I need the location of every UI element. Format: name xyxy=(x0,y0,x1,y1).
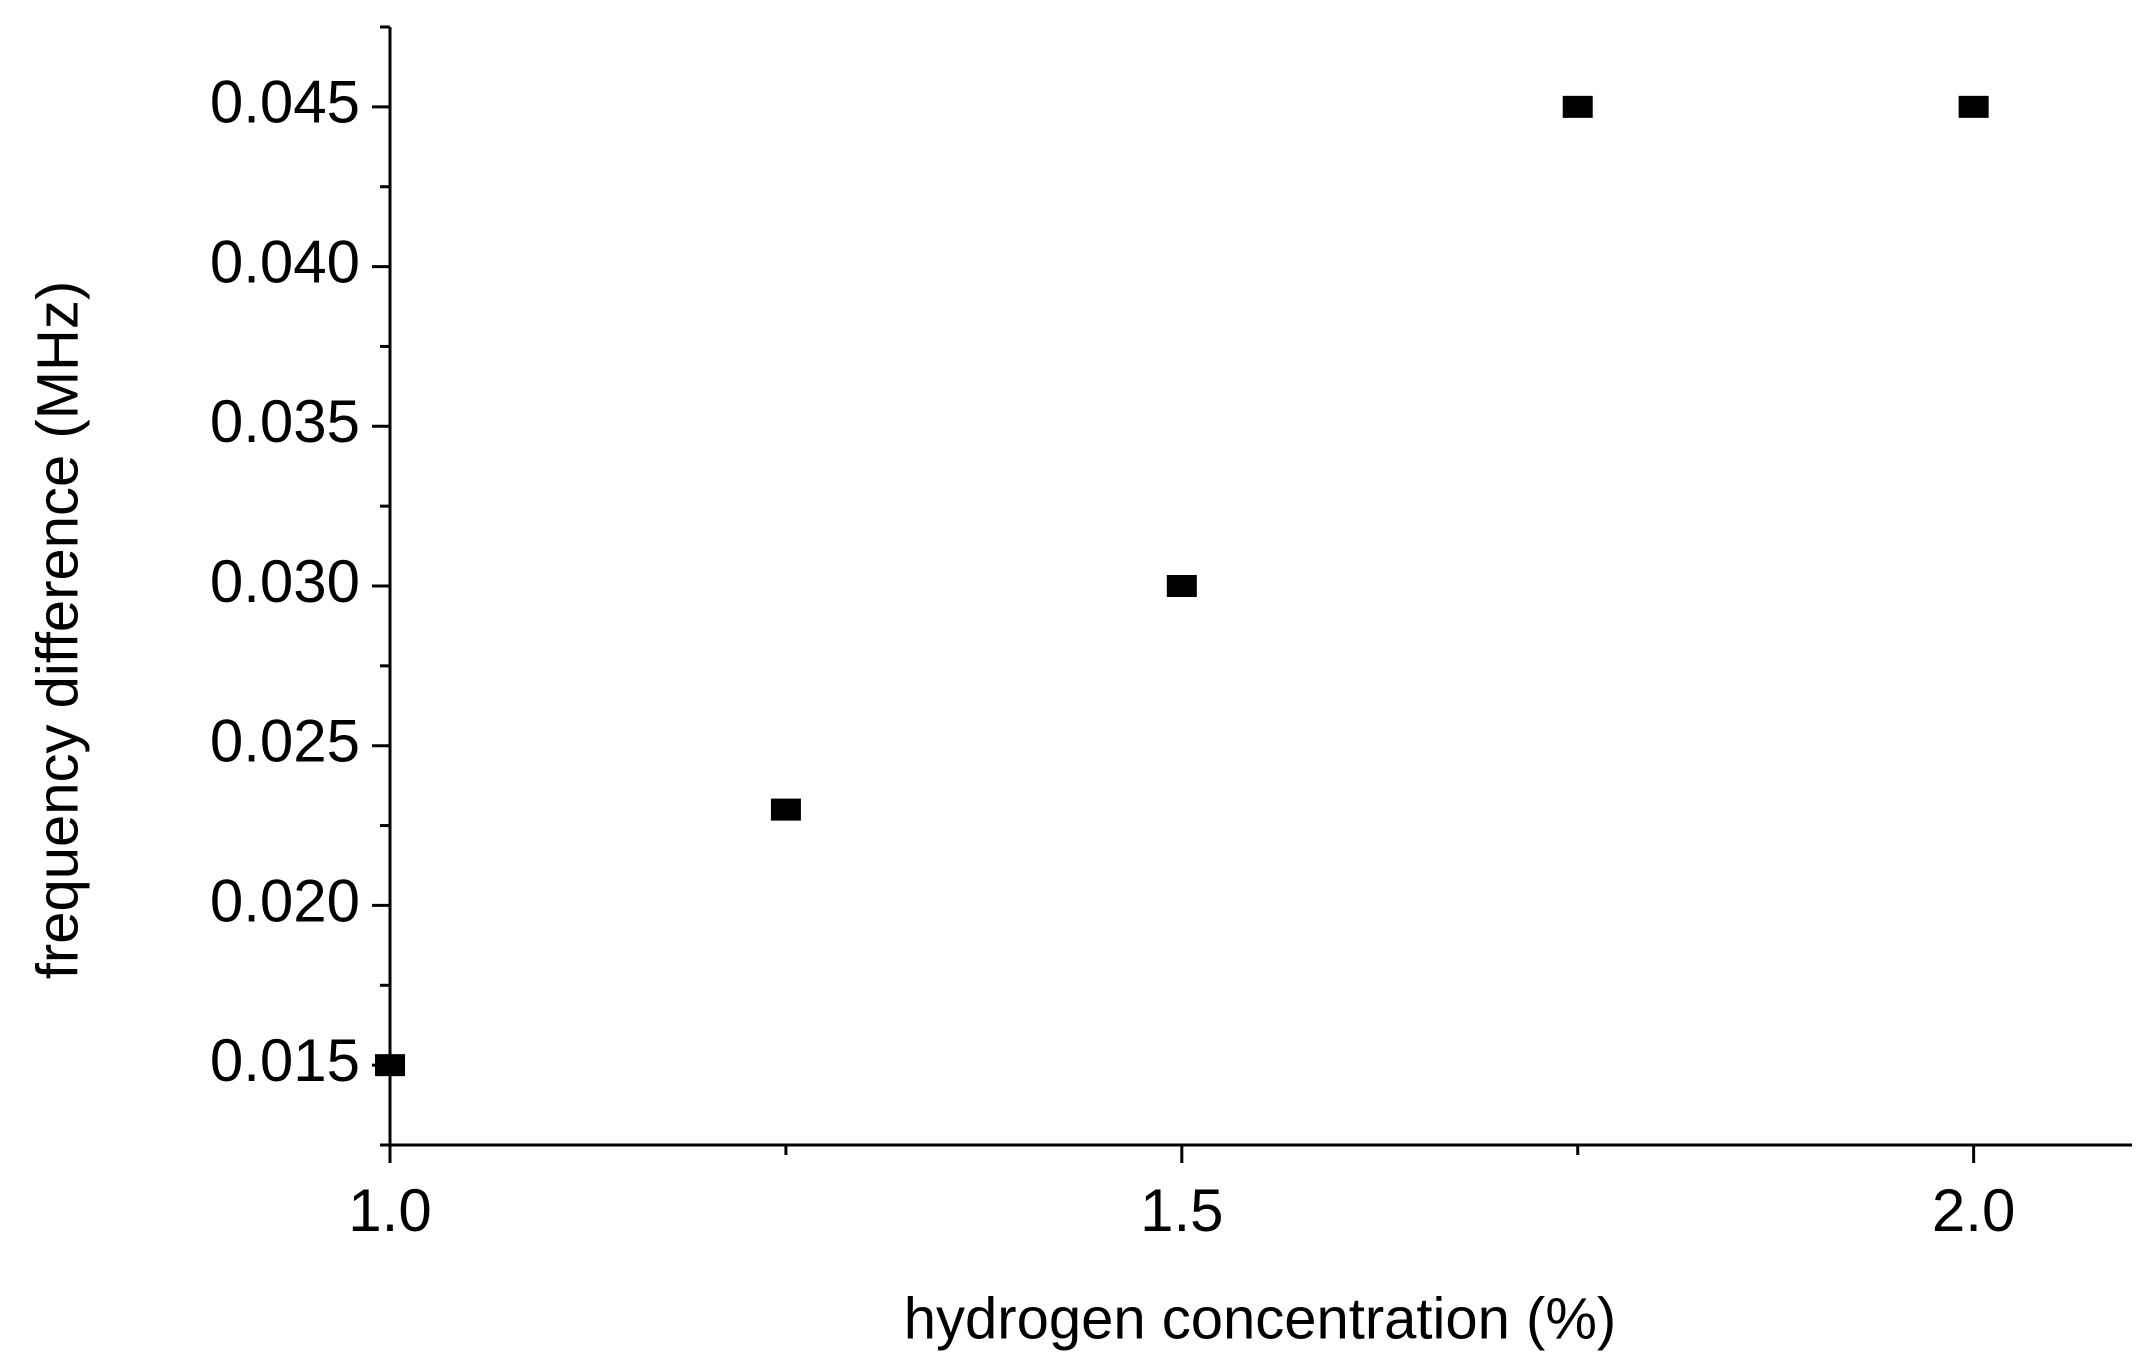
x-axis-label: hydrogen concentration (%) xyxy=(904,1286,1617,1351)
x-tick-label: 1.5 xyxy=(1140,1177,1223,1244)
y-tick-label: 0.020 xyxy=(210,867,360,934)
y-tick-label: 0.025 xyxy=(210,708,360,775)
point xyxy=(770,798,801,821)
x-tick-label: 1.0 xyxy=(348,1177,431,1244)
y-tick-label: 0.015 xyxy=(210,1027,360,1094)
y-tick-label: 0.035 xyxy=(210,388,360,455)
point xyxy=(1166,575,1197,597)
y-tick-label: 0.040 xyxy=(210,228,360,295)
y-tick-label: 0.045 xyxy=(210,69,360,136)
point xyxy=(1562,95,1593,118)
point xyxy=(375,1054,405,1077)
point xyxy=(1958,95,1989,118)
x-tick-label: 2.0 xyxy=(1932,1177,2015,1244)
y-tick-label: 0.030 xyxy=(210,548,360,615)
y-axis-label: frequency difference (MHz) xyxy=(25,281,90,979)
